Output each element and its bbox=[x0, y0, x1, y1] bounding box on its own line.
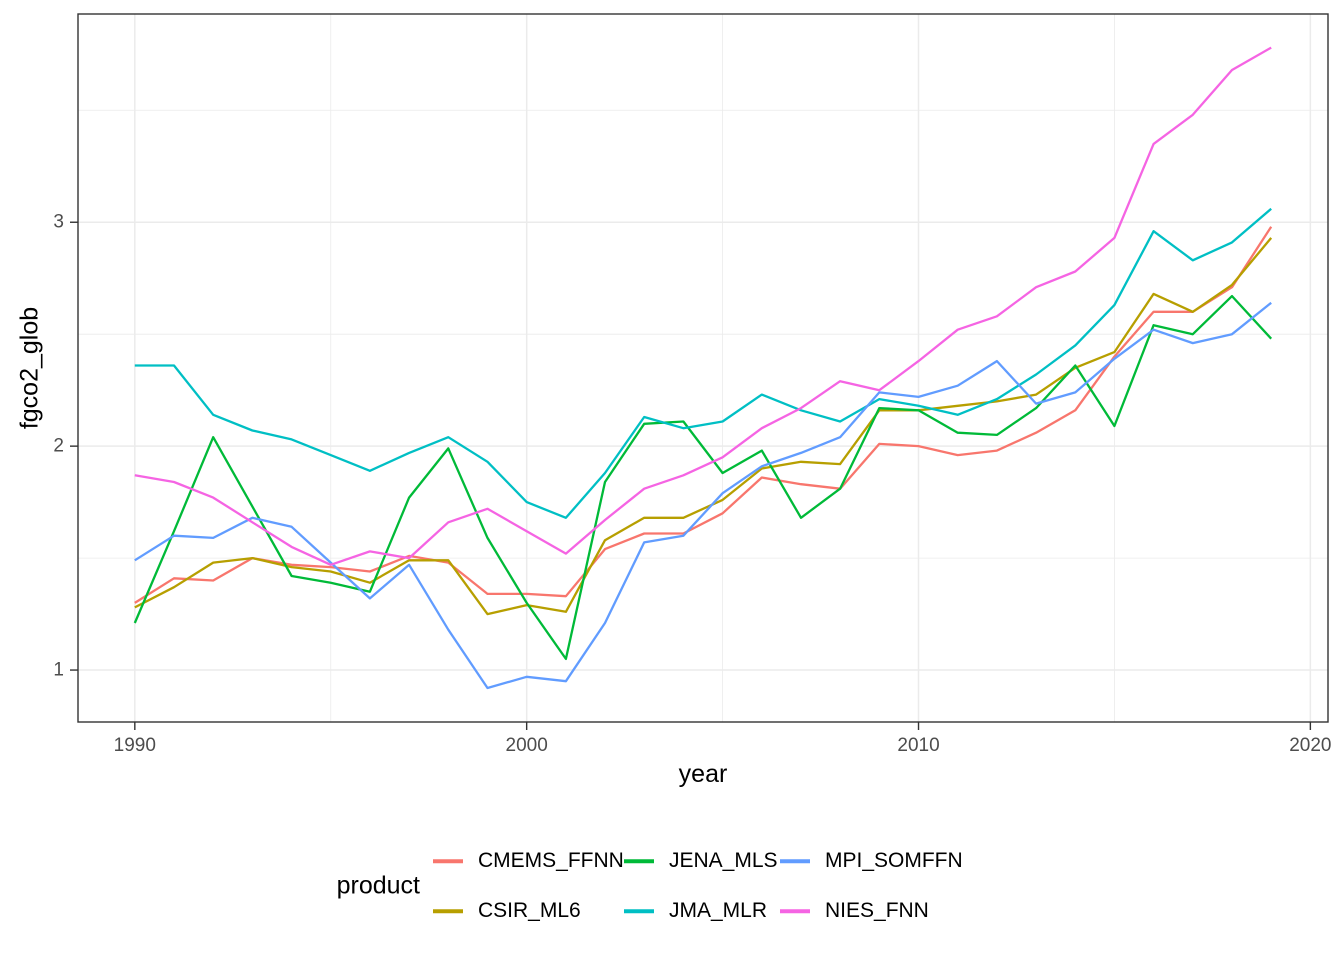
legend-key-MPI_SOMFFN bbox=[780, 859, 810, 863]
x-tick-label: 2020 bbox=[1289, 735, 1332, 756]
legend-label-JENA_MLS: JENA_MLS bbox=[669, 849, 778, 872]
x-tick-label: 1990 bbox=[113, 735, 156, 756]
x-tick-label: 2000 bbox=[505, 735, 548, 756]
x-axis-title: year bbox=[678, 760, 728, 788]
panel-border bbox=[77, 13, 1329, 723]
series-line-JENA_MLS bbox=[133, 294, 1273, 661]
y-axis-title: fgco2_glob bbox=[15, 306, 44, 430]
legend-key-JMA_MLR bbox=[624, 909, 654, 913]
legend-label-MPI_SOMFFN: MPI_SOMFFN bbox=[825, 849, 963, 872]
series-line-CMEMS_FFNN bbox=[134, 226, 1273, 604]
legend-label-CMEMS_FFNN: CMEMS_FFNN bbox=[478, 849, 624, 872]
legend-label-NIES_FNN: NIES_FNN bbox=[825, 899, 929, 922]
legend-title: product bbox=[336, 871, 420, 900]
legend-key-JENA_MLS bbox=[624, 859, 654, 863]
y-tick-label: 3 bbox=[53, 211, 64, 233]
series-line-NIES_FNN bbox=[134, 46, 1272, 566]
series-line-JMA_MLR bbox=[134, 207, 1272, 519]
series-line-MPI_SOMFFN bbox=[134, 301, 1272, 690]
legend-label-CSIR_ML6: CSIR_ML6 bbox=[478, 899, 581, 922]
y-tick-label: 1 bbox=[53, 659, 64, 681]
legend-key-CMEMS_FFNN bbox=[433, 859, 463, 863]
series-line-CSIR_ML6 bbox=[134, 237, 1273, 616]
x-tick-label: 2010 bbox=[897, 735, 940, 756]
legend-label-JMA_MLR: JMA_MLR bbox=[669, 899, 768, 922]
legend-key-NIES_FNN bbox=[780, 909, 810, 913]
legend-key-CSIR_ML6 bbox=[433, 909, 463, 913]
y-tick-label: 2 bbox=[53, 435, 64, 457]
